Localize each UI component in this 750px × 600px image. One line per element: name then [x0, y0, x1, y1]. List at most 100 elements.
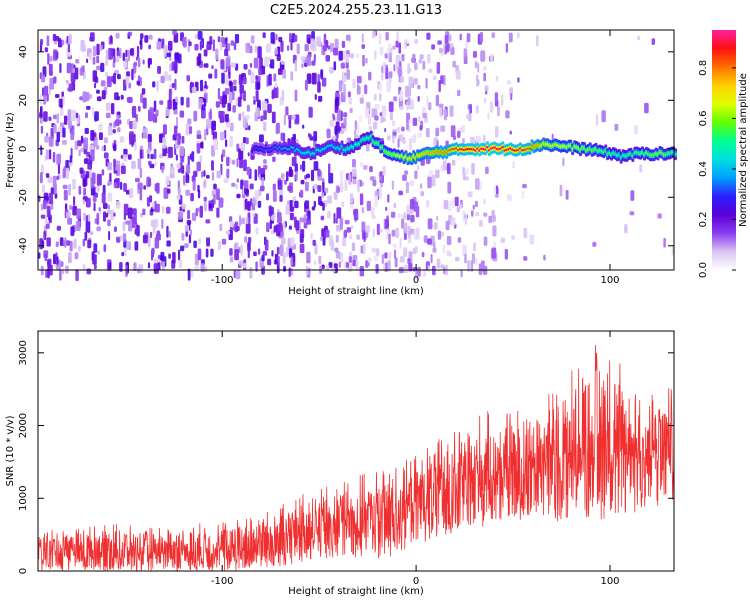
- spectrogram-cell: [425, 77, 428, 89]
- spectrogram-cell: [466, 114, 470, 120]
- spectrogram-cell: [213, 138, 219, 151]
- spectrogram-cell: [178, 259, 183, 268]
- spectrogram-cell: [487, 112, 490, 120]
- spectrogram-cell: [372, 121, 378, 130]
- spectrogram-cell: [397, 126, 401, 134]
- spectrogram-cell: [83, 158, 89, 164]
- spectrogram-cell: [379, 228, 383, 233]
- spectrogram-cell: [113, 226, 117, 232]
- spectrogram-cell: [68, 35, 72, 45]
- spectrogram-cell: [48, 136, 54, 147]
- spectrogram-cell: [134, 142, 137, 151]
- spectrogram-cell: [93, 264, 97, 270]
- spectrogram-cell: [140, 93, 144, 104]
- spectrogram-cell: [38, 195, 41, 202]
- spectrogram-cell: [462, 166, 465, 175]
- spectrogram-cell: [396, 31, 400, 41]
- spectrogram-cell: [198, 238, 202, 245]
- spectrogram-cell: [242, 137, 247, 144]
- spectrogram-cell: [393, 64, 396, 72]
- spectrogram-cell: [401, 53, 405, 62]
- spectrogram-cell: [427, 218, 433, 230]
- spectrogram-cell: [310, 233, 313, 240]
- spectrogram-cell: [266, 193, 270, 201]
- spectrogram-cell: [56, 131, 60, 143]
- spectrogram-cell: [48, 192, 53, 205]
- spectrogram-cell: [516, 32, 520, 39]
- spectrogram-cell: [92, 196, 97, 203]
- spectrogram-cell: [113, 72, 116, 85]
- spectrogram-cell: [352, 259, 356, 267]
- spectrogram-cell: [100, 62, 105, 72]
- spectrogram-cell: [447, 201, 452, 212]
- spectrogram-cell: [280, 40, 284, 53]
- spectrogram-cell: [268, 205, 272, 217]
- spectrogram-cell: [294, 200, 299, 209]
- spectrogram-cell: [253, 95, 256, 100]
- spectrogram-cell: [285, 106, 289, 116]
- spectrogram-cell: [416, 227, 420, 240]
- spectrogram-cell: [327, 195, 332, 204]
- spectrogram-cell: [421, 252, 425, 258]
- spectrogram-cell: [436, 258, 441, 269]
- spectrogram-cell: [82, 44, 86, 52]
- spectrogram-cell: [384, 53, 388, 59]
- spectrogram-cell: [300, 229, 305, 239]
- spectrogram-cell: [86, 58, 89, 63]
- spectrogram-cell: [465, 168, 469, 175]
- spectrogram-cell: [148, 160, 152, 166]
- spectrogram-cell: [479, 32, 483, 43]
- spectrogram-cell: [289, 32, 292, 43]
- colorbar-label: Normalized spectral amplitude: [738, 73, 749, 227]
- spectrogram-cell: [147, 235, 151, 248]
- spectrogram-cell: [117, 50, 121, 57]
- spectrogram-cell: [45, 215, 48, 221]
- spectrogram-cell: [340, 62, 345, 69]
- spectrogram-cell: [217, 88, 221, 100]
- spectrogram-cell: [75, 59, 80, 64]
- spectrogram-cell: [93, 202, 96, 212]
- spectrogram-cell: [142, 208, 146, 216]
- spectrogram-cell: [94, 83, 97, 89]
- spectrogram-cell: [40, 203, 43, 211]
- spectrogram-cell: [323, 45, 328, 52]
- spectrogram-cell: [234, 249, 239, 261]
- spectrogram-cell: [361, 207, 364, 214]
- spectrogram-cell: [261, 177, 264, 186]
- spectrogram-cell: [465, 40, 469, 50]
- figure-title: C2E5.2024.255.23.11.G13: [270, 3, 442, 18]
- spectrogram-cell: [507, 194, 512, 201]
- spectrogram-cell: [229, 81, 233, 93]
- spectrogram-cell: [290, 256, 293, 266]
- spectrogram-cell: [285, 204, 290, 215]
- spectrogram-cell: [336, 186, 340, 193]
- spectrogram-cell: [213, 194, 216, 205]
- spectrogram-cell: [307, 38, 311, 45]
- spectrogram-cell: [273, 225, 276, 233]
- spectrogram-cell: [127, 96, 133, 104]
- spectrogram-cell: [178, 249, 181, 261]
- spectrogram-cell: [191, 86, 197, 94]
- spectrogram-cell: [189, 153, 192, 160]
- spectrogram-cell: [62, 96, 65, 106]
- snr-panel: -100 0 100 0 1000 2000 3000 Height of straigh…: [5, 330, 675, 597]
- spectrogram-cell: [457, 130, 461, 138]
- spectrogram-cell: [474, 61, 478, 69]
- spectrogram-cell: [216, 188, 220, 200]
- spectrogram-cell: [245, 42, 251, 53]
- spectrogram-cell: [96, 65, 101, 71]
- spectrogram-y-ticks: -40 -20 0 20 40: [18, 45, 674, 254]
- spectrogram-cell: [378, 32, 382, 45]
- spectrogram-cell: [293, 34, 298, 42]
- spectrogram-cell: [132, 105, 137, 118]
- spectrogram-cell: [380, 72, 384, 81]
- spectrogram-cell: [203, 98, 207, 107]
- spectrogram-cell: [406, 39, 410, 45]
- spectrogram-cell: [156, 80, 159, 92]
- spectrogram-cell: [176, 163, 181, 169]
- spectrogram-cell: [300, 179, 305, 185]
- spectrogram-cell: [328, 163, 331, 176]
- spectrogram-cell: [350, 202, 354, 210]
- spectrogram-cell: [110, 209, 114, 221]
- spectrogram-cell: [335, 217, 338, 224]
